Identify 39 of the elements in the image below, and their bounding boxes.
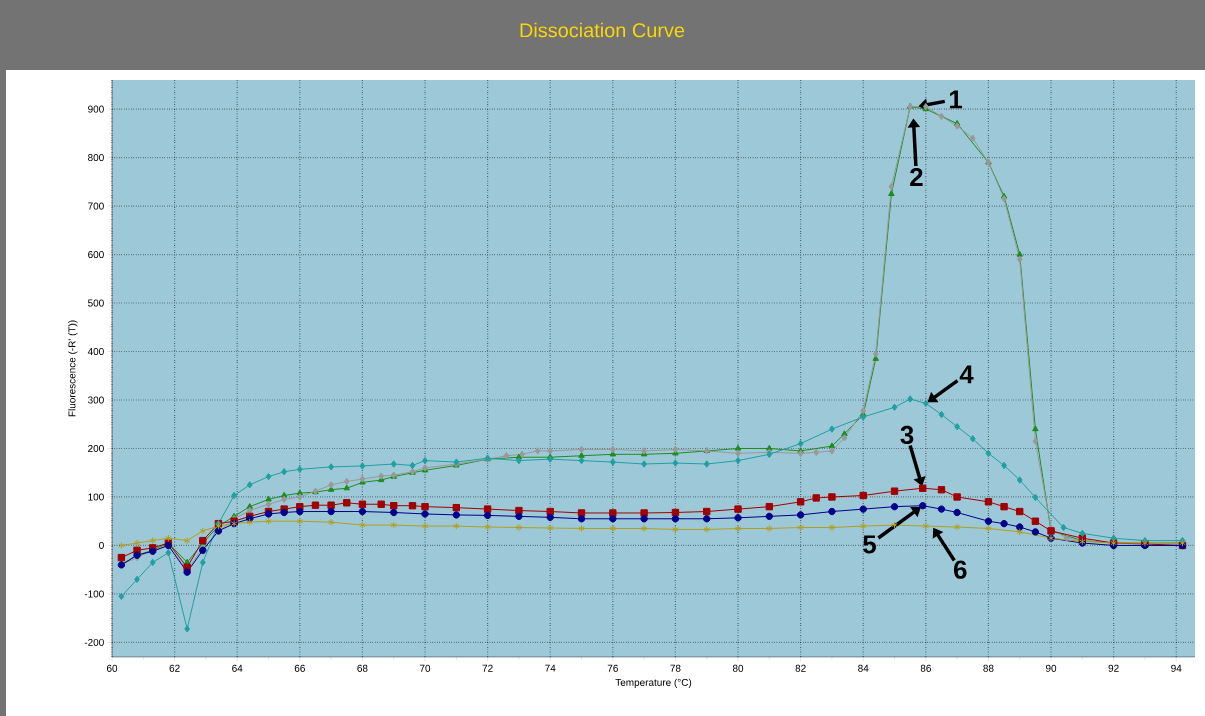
y-tick-label: 600 [88, 251, 104, 259]
x-tick-label: 86 [920, 664, 931, 672]
y-tick-label: 300 [87, 396, 104, 404]
x-tick-label: 94 [1171, 664, 1182, 672]
annotation: 3 [900, 425, 914, 445]
x-tick-label: 74 [545, 664, 556, 672]
y-tick-label: 100 [88, 493, 104, 501]
x-tick-label: 60 [106, 664, 118, 672]
annotation: 5 [863, 535, 876, 554]
x-tick-label: 64 [232, 664, 243, 672]
x-tick-label: 78 [670, 664, 681, 672]
annotation: 2 [910, 167, 923, 186]
y-tick-label: 700 [88, 202, 104, 210]
x-tick-label: 80 [732, 664, 744, 672]
y-axis-title: Fluorescence (-R' (T)) [68, 320, 78, 417]
y-tick-label: 0 [99, 541, 104, 549]
x-tick-label: 66 [294, 664, 305, 672]
y-tick-label: 200 [88, 444, 104, 453]
x-tick-label: 88 [983, 664, 994, 672]
chart-title: Dissociation Curve [520, 22, 685, 38]
annotation: 6 [954, 560, 967, 579]
annotation: 4 [959, 365, 974, 384]
y-tick-label: -200 [84, 638, 104, 646]
x-tick-label: 72 [482, 664, 493, 672]
x-tick-label: 84 [858, 664, 869, 672]
y-tick-label: 500 [88, 299, 104, 307]
y-tick-label: 900 [88, 105, 104, 113]
y-tick-label: 400 [87, 347, 104, 356]
x-tick-label: 76 [607, 664, 618, 672]
x-tick-label: 70 [419, 664, 431, 672]
x-tick-label: 82 [795, 664, 806, 672]
x-tick-label: 92 [1108, 664, 1119, 672]
x-tick-label: 68 [357, 664, 368, 672]
y-tick-label: -100 [84, 590, 104, 598]
x-tick-label: 90 [1045, 664, 1057, 672]
x-tick-label: 62 [169, 664, 180, 672]
y-tick-label: 800 [88, 154, 104, 162]
x-axis-title: Temperature (°C) [615, 678, 692, 688]
annotation: 1 [949, 90, 963, 109]
